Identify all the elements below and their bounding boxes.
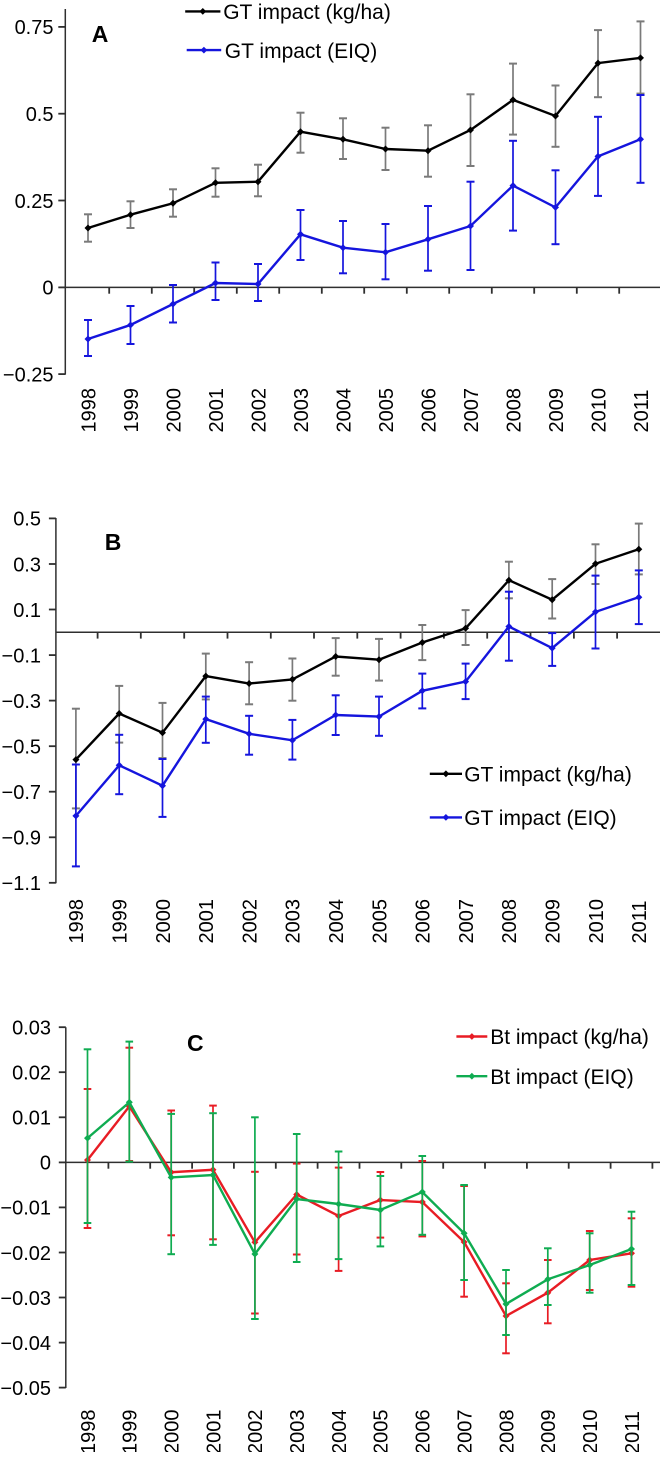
svg-text:−0.7: −0.7 [2,782,41,804]
svg-text:2000: 2000 [162,1410,184,1453]
svg-text:2007: 2007 [454,1410,476,1453]
svg-text:2008: 2008 [499,899,521,944]
svg-text:2002: 2002 [245,1410,267,1453]
svg-text:0.01: 0.01 [12,1108,51,1130]
svg-text:−0.9: −0.9 [2,828,41,850]
svg-text:0.3: 0.3 [13,554,41,576]
svg-text:Bt impact (EIQ): Bt impact (EIQ) [490,1066,634,1089]
svg-text:0.1: 0.1 [13,600,41,622]
svg-text:−0.02: −0.02 [0,1243,51,1265]
svg-text:2009: 2009 [546,388,568,433]
svg-text:2001: 2001 [196,899,218,944]
svg-text:2005: 2005 [371,1410,393,1453]
svg-text:2002: 2002 [239,899,261,944]
svg-text:2007: 2007 [461,388,483,433]
svg-text:2011: 2011 [631,389,653,432]
svg-text:2003: 2003 [287,1410,309,1453]
svg-text:−0.3: −0.3 [2,691,41,713]
svg-text:1999: 1999 [121,388,143,433]
svg-text:2004: 2004 [326,899,348,944]
svg-text:1998: 1998 [66,899,88,944]
svg-text:−0.5: −0.5 [2,737,41,759]
svg-text:1998: 1998 [78,1410,100,1453]
svg-text:GT impact (kg/ha): GT impact (kg/ha) [464,764,632,787]
svg-text:GT impact (EIQ): GT impact (EIQ) [464,807,616,830]
svg-text:0.5: 0.5 [26,104,54,126]
svg-text:2006: 2006 [413,899,435,944]
svg-text:0: 0 [40,1153,51,1175]
svg-text:2003: 2003 [291,388,313,433]
svg-text:0.75: 0.75 [15,17,54,39]
svg-text:GT impact (EIQ): GT impact (EIQ) [225,40,377,63]
svg-text:Bt impact (kg/ha): Bt impact (kg/ha) [490,1026,649,1049]
svg-text:0.03: 0.03 [12,1018,51,1040]
svg-text:2006: 2006 [413,1410,435,1453]
svg-text:2004: 2004 [329,1410,351,1453]
svg-text:−1.1: −1.1 [2,873,41,895]
svg-text:2007: 2007 [456,899,478,944]
svg-text:0.02: 0.02 [12,1063,51,1085]
svg-text:2008: 2008 [503,388,525,433]
svg-text:2011: 2011 [622,1411,644,1452]
svg-text:2010: 2010 [586,899,608,944]
svg-text:−0.03: −0.03 [0,1288,51,1310]
svg-text:2010: 2010 [580,1410,602,1453]
svg-text:−0.1: −0.1 [2,645,41,667]
svg-text:2009: 2009 [538,1410,560,1453]
svg-text:A: A [92,21,109,47]
svg-text:−0.04: −0.04 [0,1333,51,1355]
svg-text:2001: 2001 [203,1410,225,1453]
svg-text:2000: 2000 [153,899,175,944]
svg-text:0.25: 0.25 [15,191,54,213]
svg-text:2009: 2009 [543,899,565,944]
svg-text:2005: 2005 [376,388,398,433]
svg-text:C: C [187,1030,204,1056]
svg-text:GT impact (kg/ha): GT impact (kg/ha) [223,1,391,24]
svg-text:2005: 2005 [369,899,391,944]
svg-text:2011: 2011 [629,900,651,943]
svg-text:0.5: 0.5 [13,509,41,531]
svg-text:−0.25: −0.25 [3,364,54,386]
svg-text:2008: 2008 [496,1410,518,1453]
svg-text:2010: 2010 [588,388,610,433]
svg-text:2004: 2004 [333,388,355,433]
svg-text:0: 0 [42,278,53,300]
svg-text:2006: 2006 [418,388,440,433]
svg-text:B: B [105,529,122,555]
svg-text:2003: 2003 [283,899,305,944]
svg-text:2002: 2002 [248,388,270,433]
svg-text:−0.01: −0.01 [0,1198,51,1220]
svg-text:1999: 1999 [120,1410,142,1453]
svg-text:1998: 1998 [78,388,100,433]
svg-text:1999: 1999 [110,899,132,944]
svg-text:2000: 2000 [163,388,185,433]
svg-text:2001: 2001 [206,388,228,433]
svg-text:−0.05: −0.05 [0,1378,51,1400]
